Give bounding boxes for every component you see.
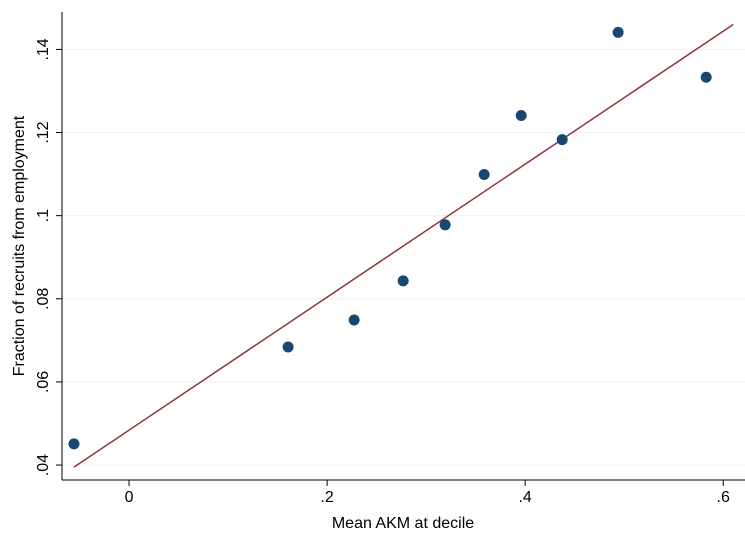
y-tick-label: .04 — [35, 454, 52, 476]
y-tick-label: .14 — [35, 38, 52, 60]
point — [397, 275, 409, 287]
point — [68, 438, 80, 450]
point — [478, 169, 490, 181]
y-tick-label: .12 — [35, 121, 52, 143]
point — [700, 71, 712, 83]
x-tick-label: .4 — [518, 489, 531, 506]
fit-line — [73, 23, 734, 468]
y-tick-label: .1 — [35, 209, 52, 222]
x-tick-label: 0 — [125, 489, 134, 506]
x-tick-label: .6 — [717, 489, 730, 506]
y-tick-label: .08 — [35, 288, 52, 310]
point — [556, 134, 568, 146]
x-tick-label: .2 — [320, 489, 333, 506]
point — [348, 314, 360, 326]
x-axis-label: Mean AKM at decile — [332, 515, 474, 532]
point — [282, 341, 294, 353]
y-axis-label: Fraction of recruits from employment — [11, 115, 28, 376]
point — [439, 219, 451, 231]
point — [515, 109, 527, 121]
y-tick-label: .06 — [35, 371, 52, 393]
point — [612, 26, 624, 38]
